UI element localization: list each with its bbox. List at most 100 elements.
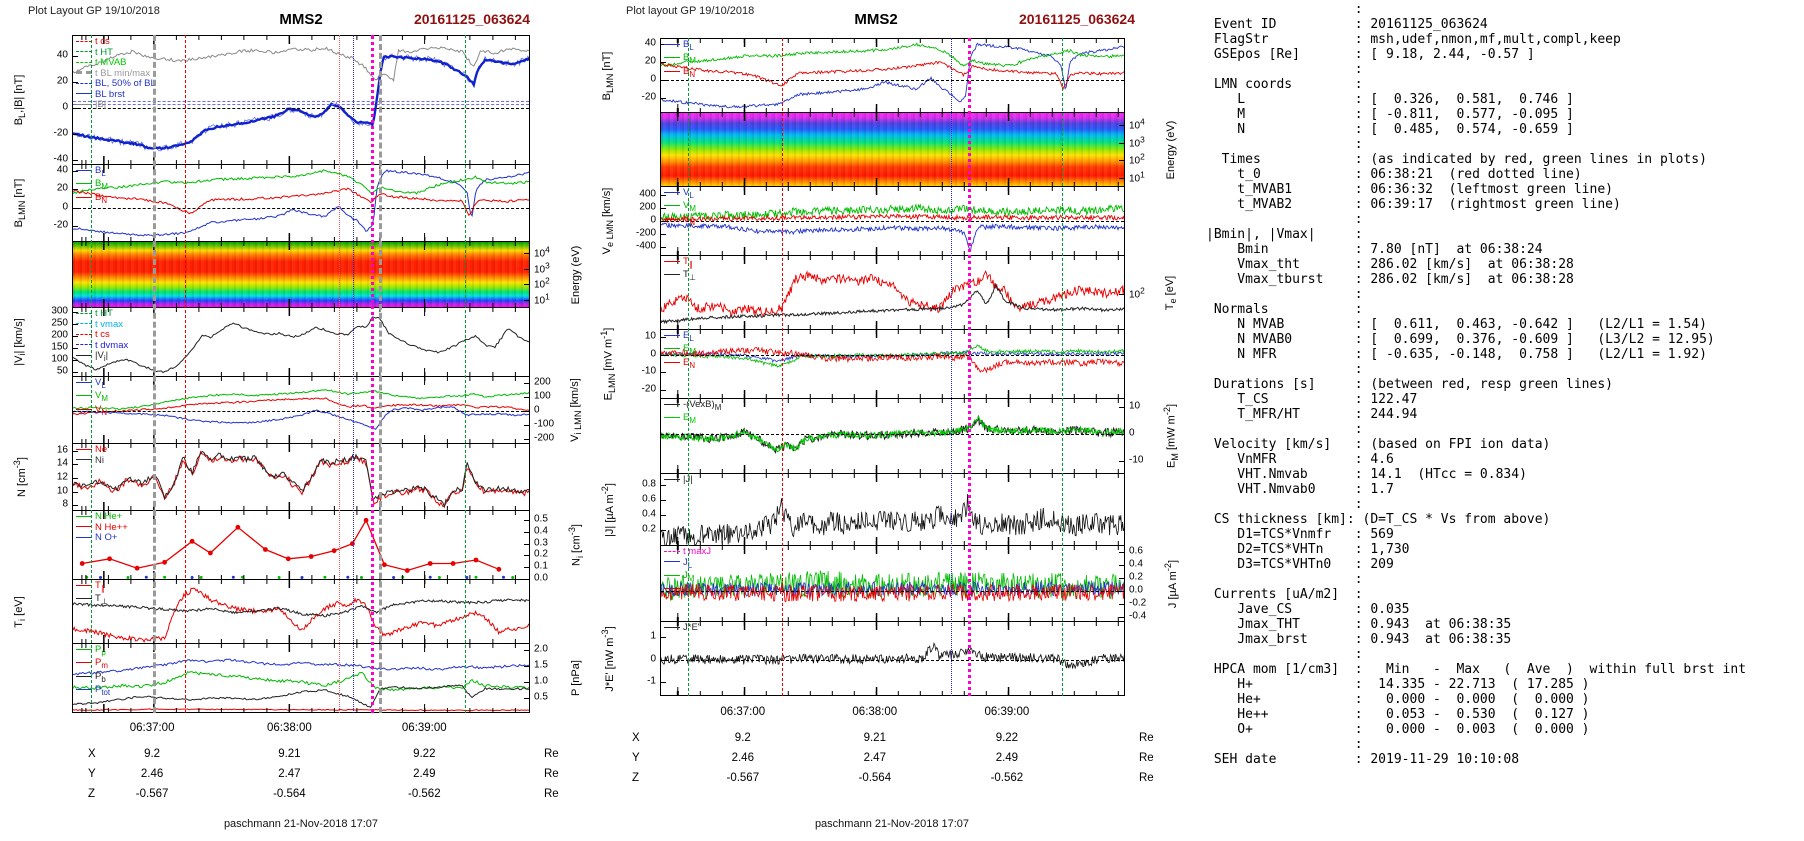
y-tick-label: 40 xyxy=(56,49,68,60)
legend-label: VL xyxy=(683,187,694,200)
legend-swatch xyxy=(76,196,92,198)
legend-entry: Ptot xyxy=(76,684,110,698)
y-tick-label-right: 101 xyxy=(1129,168,1145,185)
legend-entry: VN xyxy=(76,403,108,418)
legend-label: t maxJ xyxy=(683,546,711,557)
legend-label: EM xyxy=(683,412,696,426)
legend-label: Ne xyxy=(95,444,108,455)
legend-label: T⊥ xyxy=(95,593,108,607)
legend-entry: T∥ xyxy=(76,580,108,594)
pos-row-label-X: X xyxy=(632,732,640,744)
panel-vexb-em: -(VexB)M EM xyxy=(660,398,1125,474)
legend-swatch xyxy=(76,536,92,538)
series-canvas-bl-b xyxy=(73,46,529,152)
panel-ti: T∥ T⊥ xyxy=(72,579,530,644)
pos-value: -0.567 xyxy=(726,772,760,784)
y-tick-label-right: 102 xyxy=(1129,151,1145,167)
y-tick-label: -20 xyxy=(53,219,68,231)
pos-row-label-Y: Y xyxy=(632,752,640,764)
legend-swatch xyxy=(664,348,680,350)
layout-label: Plot layout GP 19/10/2018 xyxy=(626,5,755,17)
y-axis-label: BL,|B| [nT] xyxy=(12,74,28,126)
y-tick-label: 150 xyxy=(51,341,68,353)
legend-label: VL xyxy=(95,377,106,390)
info-panel-text: : Event ID : 20161125_063624 FlagStr : m… xyxy=(1206,2,1747,767)
y-tick-label: 0 xyxy=(650,653,656,664)
y-tick-label: -20 xyxy=(641,91,656,103)
y-tick-label-right: 200 xyxy=(534,376,551,388)
legend-swatch xyxy=(76,354,92,356)
time-tick-label: 06:38:00 xyxy=(267,722,312,734)
y-tick-label-right: 0.6 xyxy=(1129,545,1143,557)
y-tick-label-right: 2.0 xyxy=(534,643,548,655)
y-tick-label: 100 xyxy=(51,353,68,365)
legend-minor-ion-density: N He+ N He++ N O+ xyxy=(76,511,128,544)
legend-label: t HT xyxy=(95,308,113,319)
pos-unit: Re xyxy=(1139,752,1154,764)
legend-jdote: J*E' xyxy=(664,622,700,634)
y-tick-label: 0 xyxy=(650,348,656,359)
y-tick-label-right: -100 xyxy=(534,418,555,430)
y-tick-label-right: 10 xyxy=(1129,400,1141,412)
event-id-label: 20161125_063624 xyxy=(413,11,530,27)
panel-te: T∥ T⊥ xyxy=(660,255,1125,330)
legend-entry: t BL min/max xyxy=(76,68,156,80)
pos-value: 2.49 xyxy=(413,768,436,780)
y-tick-label-right: 0.3 xyxy=(534,537,548,549)
legend-swatch xyxy=(76,169,92,171)
legend-entry: BL, 50% of BL xyxy=(76,78,156,90)
pos-row-label-Y: Y xyxy=(88,768,96,780)
credit-label: paschmann 21-Nov-2018 17:07 xyxy=(814,818,970,830)
pos-unit: Re xyxy=(1139,772,1154,784)
y-tick-label: 0.4 xyxy=(642,508,656,520)
legend-label: t vmax xyxy=(95,318,123,330)
figure-title: MMS2 xyxy=(279,11,323,28)
y-tick-label-right: 0.0 xyxy=(534,572,548,584)
legend-entry: Pb xyxy=(76,671,110,685)
legend-swatch xyxy=(664,70,680,72)
legend-label: Pm xyxy=(95,657,108,671)
legend-vi-lmn: VL VM VN xyxy=(76,377,108,418)
y-axis-label: |J| [µA m-2] xyxy=(600,482,616,537)
legend-label: VM xyxy=(683,200,696,214)
y-tick-label-right: -200 xyxy=(534,432,555,444)
legend-swatch xyxy=(76,381,92,383)
y-tick-label-right: -0.2 xyxy=(1129,597,1147,609)
legend-swatch xyxy=(76,40,92,42)
pos-unit: Re xyxy=(1139,732,1154,744)
y-axis-label-right: Energy (eV) xyxy=(570,245,582,304)
legend-label: t cs xyxy=(95,329,110,340)
time-tick-label: 06:39:00 xyxy=(401,722,447,734)
legend-entry: BM xyxy=(76,179,108,192)
y-tick-label-right: 0.5 xyxy=(534,691,548,703)
legend-density: Ne Ni xyxy=(76,444,108,466)
legend-label: |B| xyxy=(95,99,107,110)
legend-bl-b: t cs t HT t MVAB t BL min/max BL, 50% of BL B… xyxy=(76,36,156,111)
panel-density: Ne Ni xyxy=(72,443,530,511)
legend-label: EM xyxy=(683,343,696,357)
legend-swatch xyxy=(664,274,680,276)
legend-swatch xyxy=(76,82,92,84)
legend-entry: t maxJ xyxy=(664,546,711,558)
legend-swatch xyxy=(76,333,92,335)
legend-swatch xyxy=(664,478,680,480)
y-axis-label: ELMN [mV m-1] xyxy=(599,327,617,401)
series-canvas-b-lmn xyxy=(661,42,1124,109)
y-tick-label: 200 xyxy=(639,201,656,213)
legend-swatch xyxy=(76,459,92,461)
legend-label: |Vi| xyxy=(95,350,109,363)
y-tick-label: 20 xyxy=(56,75,68,86)
series-canvas-ve-lmn xyxy=(661,203,1124,253)
panel-b-lmn: BL BM BN xyxy=(72,164,530,242)
legend-label: JN xyxy=(683,583,694,597)
legend-entry: VL xyxy=(664,187,696,201)
time-tick-label: 06:37:00 xyxy=(720,706,766,718)
y-axis-label-right: Vi LMN [km/s] xyxy=(568,378,584,442)
legend-swatch xyxy=(76,408,92,410)
legend-label: VN xyxy=(95,403,108,417)
y-tick-label: 14 xyxy=(56,457,68,469)
legend-entry: JN xyxy=(664,584,711,597)
legend-entry: JL xyxy=(664,557,711,571)
y-axis-label: Ti [eV] xyxy=(12,595,28,628)
